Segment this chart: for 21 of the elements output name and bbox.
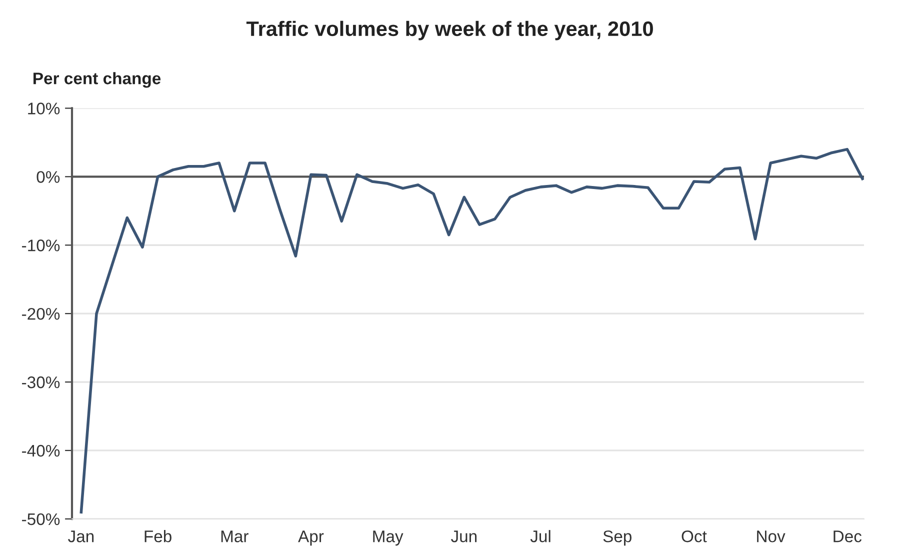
x-tick-label: Dec [834, 530, 862, 542]
y-tick-label: 0% [36, 171, 60, 183]
chart-title: Traffic volumes by week of the year, 2010 [246, 20, 653, 40]
line-series [80, 148, 864, 514]
x-tick-label: Mar [221, 530, 248, 542]
x-tick-label: Jan [68, 530, 94, 542]
y-tick-label: -40% [22, 444, 60, 457]
x-tick-label: Apr [298, 530, 324, 546]
x-tick-label: Oct [682, 530, 707, 542]
x-tick-label: May [373, 530, 404, 546]
x-tick-label: Nov [757, 530, 786, 542]
x-tick-label: Jun [450, 530, 477, 542]
y-tick-label: -30% [22, 376, 60, 388]
y-tick-label: 10% [28, 102, 60, 114]
x-tick-label: Feb [144, 530, 172, 542]
x-tick-label: Sep [603, 530, 632, 546]
y-axis-title: Per cent change [34, 72, 161, 88]
y-tick-label: -20% [22, 308, 60, 320]
x-tick-label: Jul [530, 530, 550, 542]
y-tick-label: -10% [22, 240, 60, 252]
y-tick-label: -50% [22, 513, 60, 526]
